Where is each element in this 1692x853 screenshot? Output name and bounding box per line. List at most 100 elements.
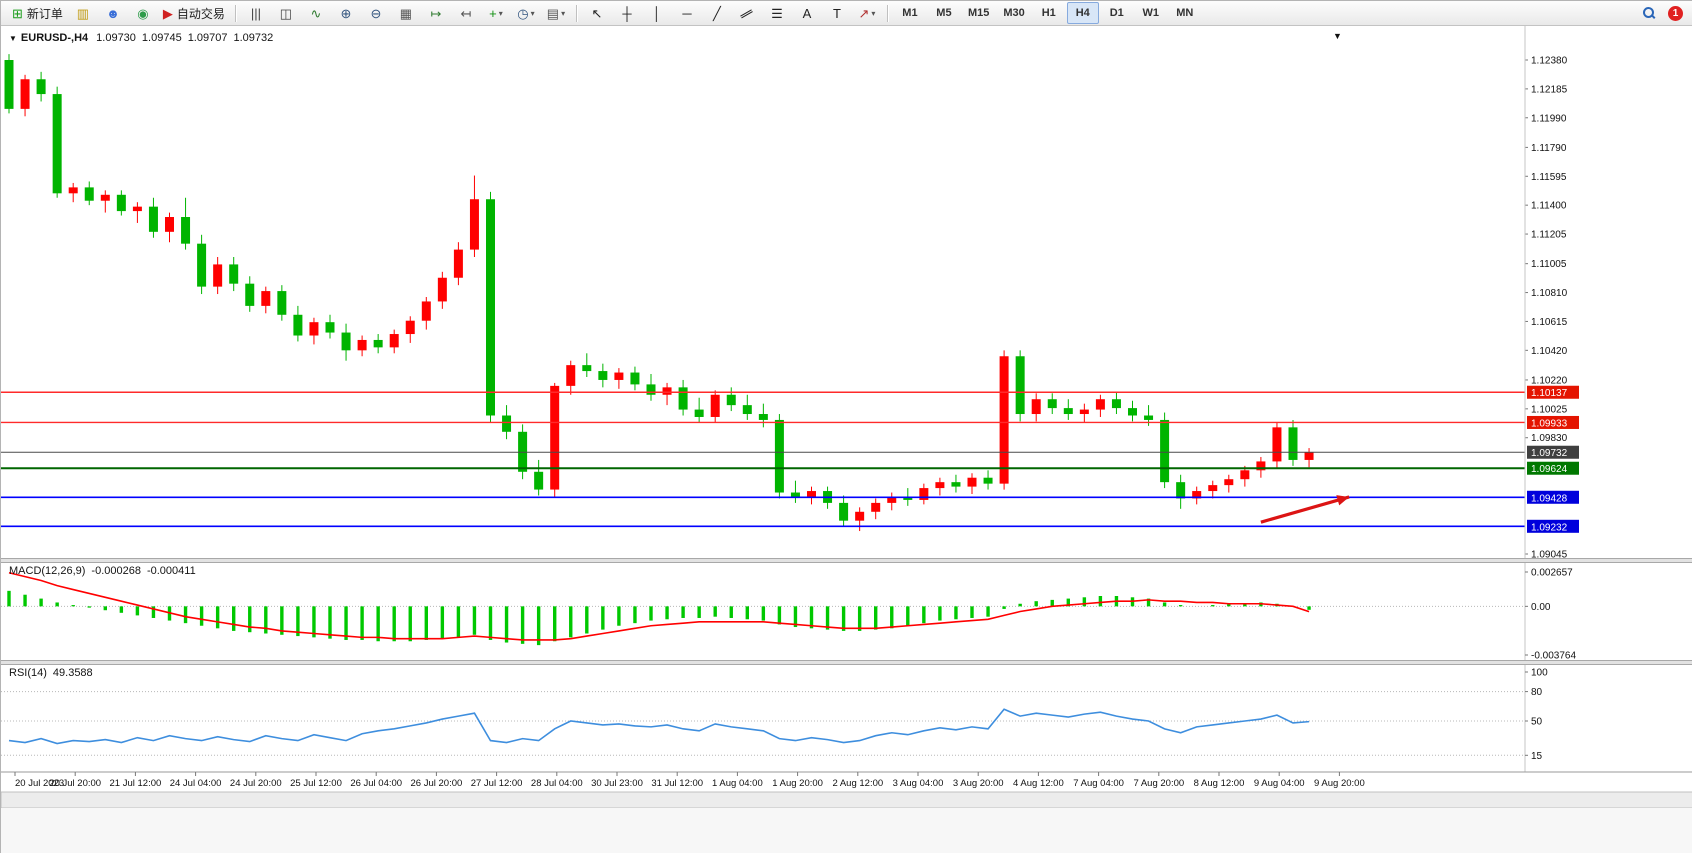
svg-text:1 Aug 04:00: 1 Aug 04:00 [712,778,763,789]
timeframe-h4[interactable]: H4 [1066,2,1099,24]
templates-button[interactable]: ▤ ▾ [542,2,570,24]
horizontal-scrollbar[interactable] [1,791,1692,809]
timeframe-m15-label: M15 [967,7,990,19]
profiles-button[interactable]: ☻ [99,2,127,24]
svg-text:-0.003764: -0.003764 [1531,651,1576,662]
new-order-button[interactable]: ⊞ 新订单 [8,2,67,24]
chart-expand-icon[interactable]: ▼ [9,34,17,43]
svg-text:1.12380: 1.12380 [1531,56,1568,67]
bottom-filler [1,808,1692,853]
timeframe-m30[interactable]: M30 [997,2,1030,24]
candle-body [1304,452,1314,460]
vertical-line-button[interactable]: │ [643,2,671,24]
svg-text:1.09830: 1.09830 [1531,433,1568,444]
cursor-button[interactable]: ↖ [583,2,611,24]
search-icon [1643,7,1655,19]
trendline-icon: ╱ [713,5,721,21]
candle-body [1144,415,1154,420]
crosshair-button[interactable]: ┼ [613,2,641,24]
timeframe-w1[interactable]: W1 [1135,2,1167,24]
bar-chart-type-icon: ||| [250,5,261,21]
timeframe-m15[interactable]: M15 [962,2,995,24]
search-button[interactable] [1640,4,1658,22]
candle-body [662,387,672,395]
channel-button[interactable]: ∥ [733,2,761,24]
macd-main-value: -0.000268 [91,565,141,577]
svg-text:4 Aug 12:00: 4 Aug 12:00 [1013,778,1064,789]
horizontal-line-icon: ─ [682,5,692,21]
fibonacci-button[interactable]: ☰ [763,2,791,24]
tile-windows-button[interactable]: ▦ [392,2,420,24]
candle-body [148,206,158,232]
auto-trading-button[interactable]: ▶ 自动交易 [159,2,229,24]
svg-text:0.00: 0.00 [1531,602,1551,613]
horizontal-line-button[interactable]: ─ [673,2,701,24]
svg-text:100: 100 [1531,668,1548,679]
candle-body [1240,470,1250,480]
candle-body [967,477,977,487]
indicators-button[interactable]: + ▾ [482,2,510,24]
svg-text:1.11790: 1.11790 [1531,143,1567,154]
svg-text:7 Aug 04:00: 7 Aug 04:00 [1073,778,1124,789]
candle-body [502,415,512,432]
chart-canvas[interactable]: 1.10137 1.09933 1.09732 1.09624 1.09428 1.092… [1,26,1692,853]
timeframe-m1[interactable]: M1 [894,2,926,24]
zoom-out-icon: ⊖ [370,5,382,21]
svg-text:50: 50 [1531,717,1543,728]
hline-1.09428[interactable]: 1.09428 [1,490,1579,505]
candlestick-type-button[interactable]: ◫ [272,2,300,24]
price-tag-text: 1.09732 [1531,448,1568,459]
candle-body [871,502,881,512]
rsi-value: 49.3588 [52,667,93,679]
arrows-button[interactable]: ↗ ▾ [853,2,881,24]
panel-divider[interactable] [1,660,1692,665]
svg-text:1.10025: 1.10025 [1531,404,1568,415]
trendline-button[interactable]: ╱ [703,2,731,24]
indicators-icon: + [489,5,497,21]
svg-text:2 Aug 12:00: 2 Aug 12:00 [832,778,883,789]
market-watch-button[interactable]: ◉ [129,2,157,24]
new-chart-button[interactable]: ▥ [69,2,97,24]
line-chart-type-button[interactable]: ∿ [302,2,330,24]
periods-button[interactable]: ◷ ▾ [512,2,540,24]
timeframe-d1[interactable]: D1 [1101,2,1133,24]
candle-body [550,385,560,490]
candle-body [1047,399,1057,409]
price-tag-text: 1.09624 [1531,464,1568,475]
timeframe-w1-label: W1 [1142,7,1160,19]
svg-text:26 Jul 20:00: 26 Jul 20:00 [411,778,463,789]
hline-1.09624[interactable]: 1.09624 [1,461,1579,476]
panel-divider[interactable] [1,558,1692,563]
trend-arrow-annotation[interactable] [1260,495,1350,524]
new-chart-icon: ▥ [76,5,90,21]
hline-1.09933[interactable]: 1.09933 [1,415,1579,430]
price-tag [1527,519,1579,533]
candle-body [52,94,62,194]
candle-body [935,482,945,489]
timeframe-mn[interactable]: MN [1169,2,1201,24]
chart-shift-button[interactable]: ↤ [452,2,480,24]
svg-text:31 Jul 12:00: 31 Jul 12:00 [651,778,703,789]
text-button[interactable]: A [793,2,821,24]
candle-body [678,387,688,410]
scroll-to-end-icon[interactable]: ▼ [1333,31,1342,41]
text-label-button[interactable]: T [823,2,851,24]
price-axis[interactable]: 1.12380 1.12185 1.11990 1.11790 1.11595 1.114… [1525,56,1568,561]
hline-1.10137[interactable]: 1.10137 [1,385,1579,400]
svg-text:1.11005: 1.11005 [1531,259,1567,270]
timeframe-m5[interactable]: M5 [928,2,960,24]
notification-badge[interactable]: 1 [1668,5,1683,21]
auto-scroll-button[interactable]: ↦ [422,2,450,24]
bar-chart-type-button[interactable]: ||| [242,2,270,24]
candle-body [1256,461,1266,471]
candle-body [181,217,191,244]
zoom-in-button[interactable]: ⊕ [332,2,360,24]
svg-text:1.10615: 1.10615 [1531,317,1568,328]
svg-text:3 Aug 04:00: 3 Aug 04:00 [893,778,944,789]
candle-body [373,339,383,348]
hline-1.09232[interactable]: 1.09232 [1,519,1579,534]
timeframe-h1[interactable]: H1 [1033,2,1065,24]
zoom-out-button[interactable]: ⊖ [362,2,390,24]
hline-1.09732[interactable]: 1.09732 [1,445,1579,460]
